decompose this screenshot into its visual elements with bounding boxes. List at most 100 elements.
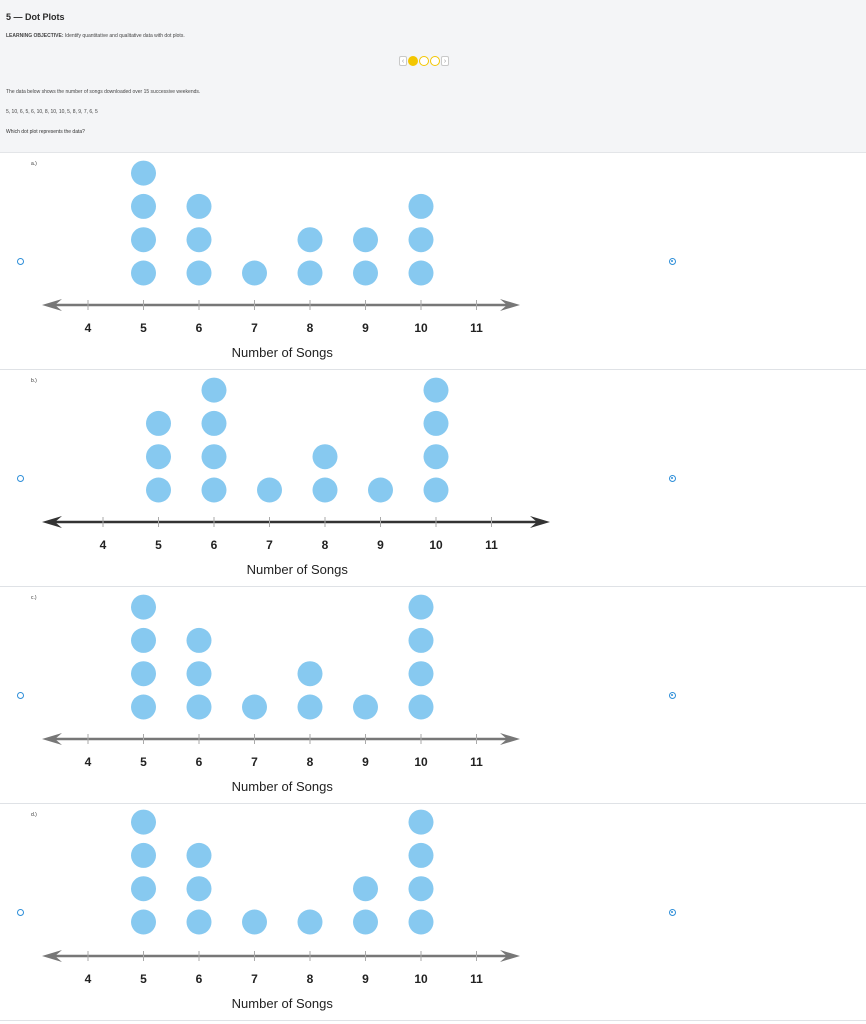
- data-dot: [408, 594, 434, 620]
- data-dot: [131, 627, 156, 653]
- data-dot: [353, 876, 378, 902]
- axis-arrow-left-icon: [42, 299, 62, 311]
- option-indicator-icon[interactable]: [669, 258, 676, 265]
- tick-label: 10: [429, 538, 443, 552]
- tick-label: 9: [362, 321, 369, 335]
- option-indicator-icon[interactable]: [669, 909, 676, 916]
- tick-label: 4: [85, 755, 92, 769]
- pager-dot-3[interactable]: [430, 56, 440, 66]
- axis-title: Number of Songs: [247, 562, 349, 577]
- data-dot: [146, 477, 171, 503]
- axis-arrow-left-icon: [42, 516, 62, 528]
- option-indicator-icon[interactable]: [669, 692, 676, 699]
- data-dot: [131, 227, 156, 253]
- data-dot: [131, 876, 156, 902]
- question-prompt: Which dot plot represents the data?: [6, 129, 85, 135]
- tick-label: 9: [362, 755, 369, 769]
- tick-label: 5: [155, 538, 162, 552]
- data-dot: [312, 477, 338, 503]
- data-dot: [186, 227, 212, 253]
- data-dot: [408, 842, 434, 868]
- data-dot: [131, 594, 156, 620]
- data-dot: [408, 260, 434, 286]
- option-label: d.): [31, 812, 37, 818]
- radio-button[interactable]: [17, 475, 24, 482]
- data-dot: [353, 260, 378, 286]
- data-dot: [242, 909, 267, 935]
- tick-label: 6: [196, 321, 203, 335]
- tick-label: 4: [85, 321, 92, 335]
- tick-label: 10: [414, 972, 428, 986]
- data-dot: [242, 260, 267, 286]
- pager-dot-2[interactable]: [419, 56, 429, 66]
- tick-label: 10: [414, 321, 428, 335]
- radio-button[interactable]: [17, 909, 24, 916]
- data-dot: [131, 842, 156, 868]
- data-dot: [423, 477, 449, 503]
- tick-label: 5: [140, 321, 147, 335]
- data-dot: [131, 193, 156, 219]
- tick-label: 9: [377, 538, 384, 552]
- data-dot: [297, 909, 323, 935]
- chevron-left-icon[interactable]: ‹: [399, 56, 407, 66]
- data-dot: [312, 444, 338, 470]
- data-dot: [408, 809, 434, 835]
- data-dot: [408, 661, 434, 687]
- answer-option-b[interactable]: b.) 4 5 6 7 8 9 10 11 Number of Songs: [0, 370, 866, 587]
- data-dot: [186, 627, 212, 653]
- data-dot: [408, 876, 434, 902]
- axis-arrow-right-icon: [500, 733, 520, 745]
- tick-label: 9: [362, 972, 369, 986]
- tick-label: 6: [211, 538, 218, 552]
- axis-title: Number of Songs: [232, 345, 334, 360]
- objective-label: LEARNING OBJECTIVE:: [6, 33, 64, 39]
- radio-button[interactable]: [17, 692, 24, 699]
- tick-label: 11: [470, 972, 483, 986]
- data-dot: [146, 410, 171, 436]
- data-dot: [423, 444, 449, 470]
- axis-arrow-left-icon: [42, 950, 62, 962]
- tick-label: 7: [251, 755, 258, 769]
- answer-option-c[interactable]: c.) 4 5 6 7 8 9 10 11 Number of Songs: [0, 587, 866, 804]
- data-dot: [423, 377, 449, 403]
- radio-button[interactable]: [17, 258, 24, 265]
- tick-label: 11: [485, 538, 498, 552]
- data-dot: [297, 661, 323, 687]
- data-dot: [186, 694, 212, 720]
- axis-arrow-right-icon: [500, 299, 520, 311]
- option-label: b.): [31, 378, 37, 384]
- question-stem: The data below shows the number of songs…: [6, 89, 201, 95]
- chevron-right-icon[interactable]: ›: [441, 56, 449, 66]
- answer-option-a[interactable]: a.) 4 5 6 7 8 9 10 11 Number of Songs: [0, 153, 866, 370]
- data-dot: [201, 444, 227, 470]
- question-pager: ‹ ›: [399, 55, 449, 67]
- dot-plot-b: 4 5 6 7 8 9 10 11 Number of Songs: [42, 377, 550, 577]
- data-dot: [368, 477, 393, 503]
- pager-dot-1[interactable]: [408, 56, 418, 66]
- option-indicator-icon[interactable]: [669, 475, 676, 482]
- data-dot: [408, 694, 434, 720]
- data-dot: [353, 694, 378, 720]
- tick-label: 8: [307, 321, 314, 335]
- data-dot: [201, 410, 227, 436]
- data-dot: [297, 694, 323, 720]
- data-dot: [131, 160, 156, 186]
- data-dot: [353, 227, 378, 253]
- data-dot: [257, 477, 282, 503]
- tick-label: 8: [322, 538, 329, 552]
- answer-option-d[interactable]: d.) 4 5 6 7 8 9 10 11 Number of Songs: [0, 804, 866, 1021]
- tick-label: 4: [100, 538, 107, 552]
- tick-label: 7: [251, 321, 258, 335]
- axis-arrow-right-icon: [500, 950, 520, 962]
- tick-label: 8: [307, 755, 314, 769]
- data-dot: [131, 694, 156, 720]
- tick-label: 5: [140, 755, 147, 769]
- tick-label: 7: [251, 972, 258, 986]
- question-header: 5 — Dot Plots LEARNING OBJECTIVE: Identi…: [0, 0, 866, 153]
- dot-plot-c: 4 5 6 7 8 9 10 11 Number of Songs: [42, 594, 520, 794]
- tick-label: 4: [85, 972, 92, 986]
- tick-label: 11: [470, 321, 483, 335]
- data-dot: [131, 661, 156, 687]
- tick-label: 8: [307, 972, 314, 986]
- data-dot: [297, 227, 323, 253]
